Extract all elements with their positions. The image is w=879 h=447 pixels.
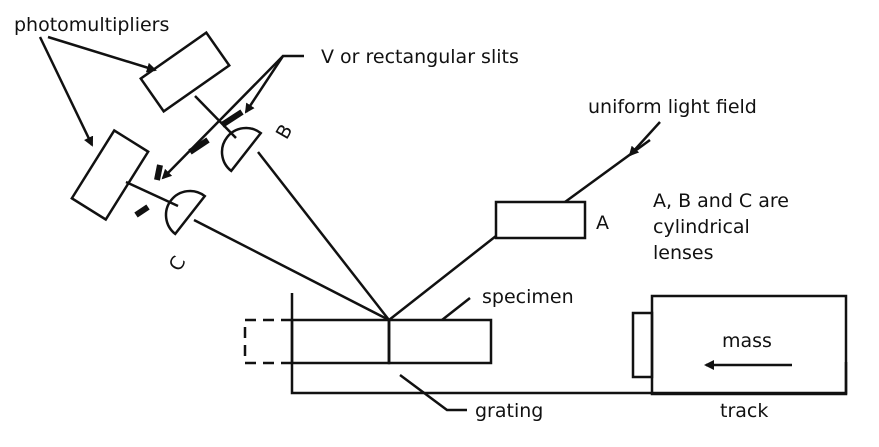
photomultiplier-top xyxy=(139,30,231,114)
lenses-note-line1: A, B and C are xyxy=(653,190,789,212)
specimen-dashed-outline xyxy=(243,318,292,365)
specimen-pointer xyxy=(441,297,471,321)
grating-label: grating xyxy=(475,400,543,422)
pm-bottom-to-lens-c xyxy=(125,180,179,208)
slit-bottom-2 xyxy=(134,204,150,218)
lenses-note-line3: lenses xyxy=(653,242,714,264)
lenses-note-line2: cylindrical xyxy=(653,216,750,238)
lens-c xyxy=(164,189,207,236)
mass-label: mass xyxy=(722,330,772,352)
specimen-right-block xyxy=(387,318,493,365)
slit-top-2 xyxy=(188,137,210,155)
pm-top-to-lens-b xyxy=(194,95,237,139)
incident-beam xyxy=(388,235,497,321)
beam-to-lens-c xyxy=(193,218,390,322)
lens-c-label: C xyxy=(165,253,191,276)
photomultipliers-label: photomultipliers xyxy=(14,14,169,36)
lens-b-label: B xyxy=(272,121,298,143)
beam-to-lens-b xyxy=(257,151,390,321)
specimen-label: specimen xyxy=(482,286,574,308)
photomultipliers-pointer-bottom xyxy=(38,36,94,147)
slit-top-1 xyxy=(220,109,244,128)
slits-pointer-bottom xyxy=(161,55,284,180)
lens-b xyxy=(220,126,263,173)
mass-pad xyxy=(631,311,654,379)
track-label: track xyxy=(720,400,768,422)
slits-label: V or rectangular slits xyxy=(321,46,519,68)
lens-a xyxy=(494,200,587,240)
lens-a-label: A xyxy=(596,212,609,234)
light-field-label: uniform light field xyxy=(588,96,757,118)
photomultipliers-pointer-top xyxy=(47,35,157,73)
light-field-arrow xyxy=(628,121,661,157)
slit-bottom-1 xyxy=(154,164,163,181)
incident-beam-upper xyxy=(564,138,651,204)
specimen-left-block xyxy=(290,318,391,365)
grating-pointer xyxy=(399,373,467,412)
photomultiplier-bottom xyxy=(70,128,150,222)
